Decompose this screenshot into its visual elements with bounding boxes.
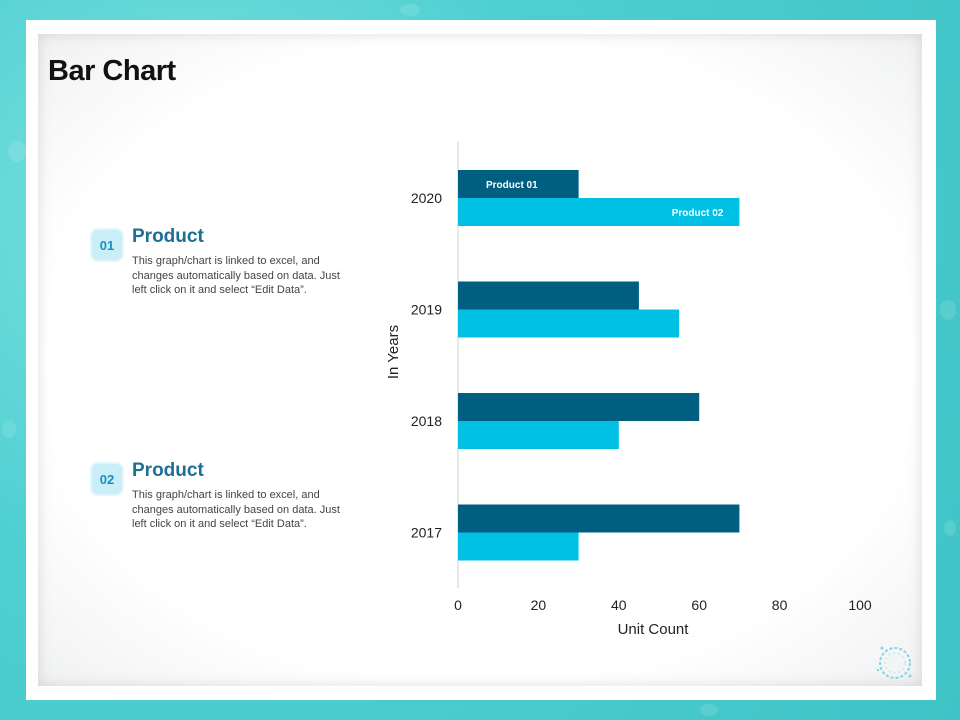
bar-product-02-2019 bbox=[458, 309, 680, 338]
y-tick-label-2020: 2020 bbox=[411, 190, 442, 206]
page-title: Bar Chart bbox=[48, 55, 176, 87]
x-tick-label-60: 60 bbox=[691, 597, 707, 613]
item-number-badge: 02 bbox=[92, 464, 122, 494]
bar-product-02-2020 bbox=[458, 198, 740, 226]
item-heading: Product bbox=[132, 226, 204, 247]
bar-product-01-2017 bbox=[458, 504, 740, 533]
bar-product-01-2018 bbox=[458, 393, 700, 421]
x-axis-label: Unit Count bbox=[618, 621, 690, 638]
y-tick-label-2017: 2017 bbox=[411, 525, 442, 541]
series-label-product-02: Product 02 bbox=[672, 208, 724, 219]
item-description: This graph/chart is linked to excel, and… bbox=[132, 489, 340, 530]
bar-product-02-2017 bbox=[458, 532, 579, 561]
x-tick-label-100: 100 bbox=[848, 597, 872, 613]
slide-frame bbox=[26, 20, 936, 700]
y-tick-label-2019: 2019 bbox=[411, 302, 442, 318]
x-tick-label-80: 80 bbox=[772, 597, 788, 613]
x-tick-label-20: 20 bbox=[531, 597, 547, 613]
series-label-product-01: Product 01 bbox=[486, 180, 538, 191]
splash-logo-icon bbox=[876, 646, 912, 679]
x-tick-label-0: 0 bbox=[454, 597, 462, 613]
x-tick-label-40: 40 bbox=[611, 597, 627, 613]
y-tick-label-2018: 2018 bbox=[411, 413, 442, 429]
item-description: This graph/chart is linked to excel, and… bbox=[132, 255, 340, 296]
item-number-badge: 01 bbox=[92, 230, 122, 260]
y-axis-label: In Years bbox=[385, 325, 402, 379]
content-panel bbox=[38, 34, 922, 686]
item-heading: Product bbox=[132, 460, 204, 481]
bar-product-01-2019 bbox=[458, 281, 639, 310]
bar-product-01-2020 bbox=[458, 170, 579, 198]
bar-product-02-2018 bbox=[458, 421, 619, 449]
